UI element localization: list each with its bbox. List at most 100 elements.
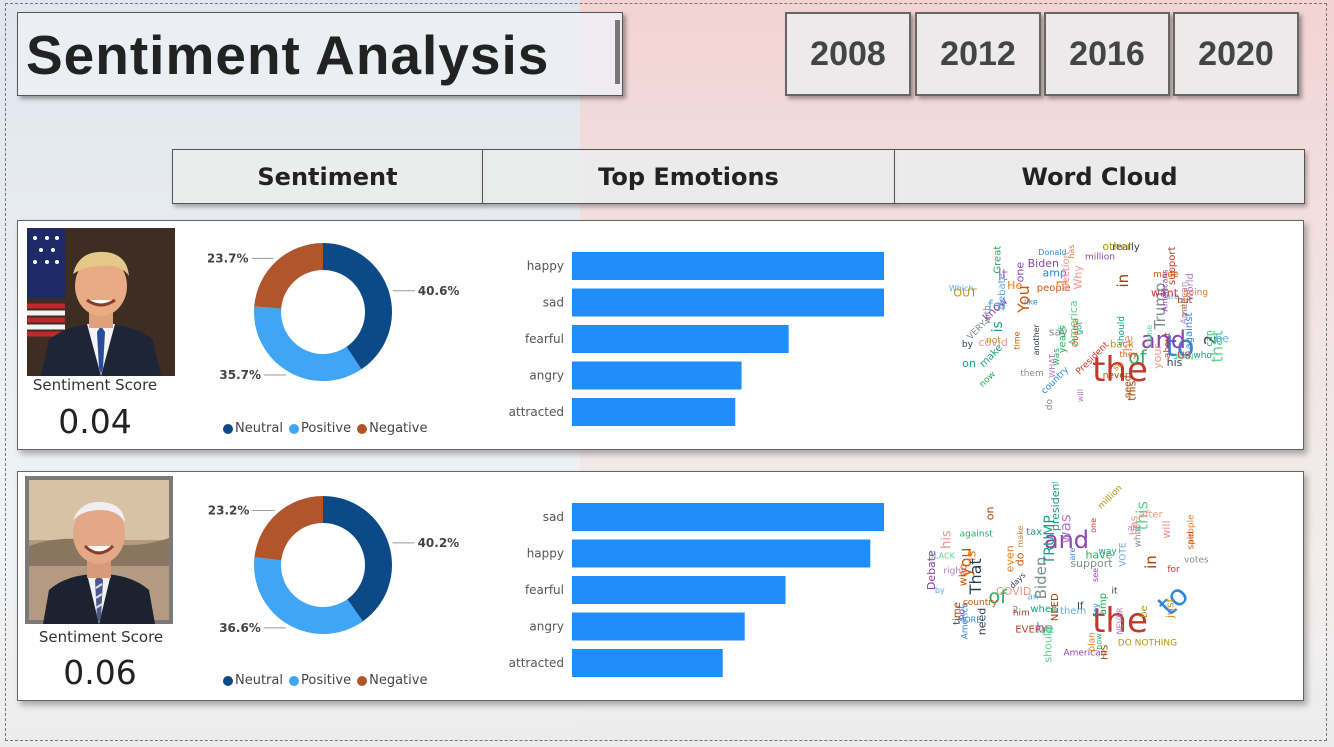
emotion-bar-chart-2: sad happy fearful angry attracted xyxy=(509,503,884,677)
word-cloud-word: for xyxy=(988,298,1007,314)
word-cloud-word: other xyxy=(1102,240,1132,253)
word-cloud-word: be xyxy=(1139,605,1150,618)
year-button-2008[interactable]: 2008 xyxy=(785,12,911,96)
bar-category-label: fearful xyxy=(525,583,564,597)
donut-slice-negative xyxy=(254,243,323,309)
legend-item-positive: Positive xyxy=(288,673,352,688)
word-cloud-word: EVERY xyxy=(1015,625,1048,636)
word-cloud-word: Biden xyxy=(1032,557,1050,600)
bar-attracted xyxy=(572,649,723,677)
bar-category-label: angry xyxy=(529,369,564,383)
word-cloud-word: an xyxy=(1027,593,1038,603)
word-cloud-word: after xyxy=(1139,510,1164,521)
title-box: Sentiment Analysis xyxy=(17,12,623,96)
candidate-photo-2 xyxy=(25,476,173,624)
word-cloud-word: it xyxy=(998,266,1008,284)
word-cloud-word: Obama xyxy=(1071,318,1080,347)
candidate-photo-1 xyxy=(27,228,175,376)
sentiment-score-label-1: Sentiment Score xyxy=(32,376,158,394)
word-cloud-word: even xyxy=(1003,545,1016,572)
word-cloud-word: another xyxy=(1032,323,1041,355)
word-cloud-word: world xyxy=(1185,273,1196,301)
column-header-sentiment: Sentiment xyxy=(172,149,483,204)
year-button-2020[interactable]: 2020 xyxy=(1173,12,1299,96)
word-cloud-word: on xyxy=(962,357,976,370)
word-cloud-word: amp xyxy=(1098,593,1109,615)
legend-label-neutral: Neutral xyxy=(235,673,283,688)
word-cloud-word: same xyxy=(1145,325,1154,347)
word-cloud-word: TRUMP xyxy=(1042,515,1058,565)
word-cloud-word: he xyxy=(1122,335,1137,351)
word-cloud-word: HIS xyxy=(1101,644,1111,659)
word-cloud-word: time xyxy=(952,602,963,625)
bar-category-label: sad xyxy=(543,296,564,310)
word-cloud-word: who xyxy=(1193,351,1212,361)
word-cloud-word: against xyxy=(960,530,994,540)
word-cloud-word: Debate xyxy=(997,273,1008,309)
bar-category-label: sad xyxy=(543,510,564,524)
word-cloud-word: this xyxy=(1133,501,1152,530)
word-cloud-word: will xyxy=(1160,520,1173,538)
donut-value-label: 23.2% xyxy=(208,504,249,518)
word-cloud-word: is xyxy=(990,321,1006,332)
word-cloud-word: Trump xyxy=(1151,283,1169,331)
word-cloud-word: American xyxy=(1063,649,1106,659)
word-cloud-word: 1 xyxy=(1055,278,1070,286)
year-button-2016[interactable]: 2016 xyxy=(1044,12,1170,96)
word-cloud-word: back xyxy=(1110,339,1134,350)
word-cloud-word: your xyxy=(1151,344,1164,369)
word-cloud-word: way xyxy=(1098,547,1117,557)
donut-value-label: 36.6% xyxy=(219,621,261,635)
word-cloud-word: who xyxy=(957,563,970,586)
word-cloud-word: said xyxy=(1187,531,1197,549)
word-cloud-word: going xyxy=(1183,288,1208,298)
word-cloud-word: do xyxy=(1045,398,1055,410)
bar-happy xyxy=(572,252,884,280)
bar-category-label: attracted xyxy=(509,405,564,419)
bar-fearful xyxy=(572,576,786,604)
year-button-2012[interactable]: 2012 xyxy=(915,12,1041,96)
word-cloud-word: US xyxy=(1177,350,1191,361)
legend-label-negative: Negative xyxy=(369,673,428,688)
word-cloud-word: they xyxy=(1120,350,1138,359)
candidate-panel-2: Sentiment Score 0.06 40.2% 36.6% 23.2% Neu… xyxy=(17,471,1304,701)
word-cloud-word: not xyxy=(957,605,967,620)
bar-sad xyxy=(572,288,884,317)
word-cloud-word: America xyxy=(961,602,971,639)
word-cloud-word: Great xyxy=(992,246,1003,274)
donut-value-label: 23.7% xyxy=(208,251,249,265)
word-cloud-word: about xyxy=(1163,332,1173,358)
word-cloud-word: Biden xyxy=(1028,257,1059,270)
emotion-bar-chart-1: happy sad fearful angry attracted xyxy=(509,252,884,426)
word-cloud-word: really xyxy=(1112,242,1140,253)
word-cloud-word: right xyxy=(943,566,965,576)
word-cloud-word: them xyxy=(1060,606,1086,617)
legend-item-positive: Positive xyxy=(288,421,351,436)
sentiment-donut-chart-1: 40.6% 35.7% 23.7% xyxy=(208,243,459,382)
word-cloud-word: them xyxy=(1020,369,1044,379)
word-cloud-word: MORE xyxy=(957,616,981,625)
donut-slice-positive xyxy=(254,306,362,381)
word-cloud-word: COVID xyxy=(996,585,1031,598)
word-cloud-word: tax xyxy=(1026,527,1042,538)
donut-slice-neutral xyxy=(323,243,393,370)
word-cloud-word: DO NOTHING xyxy=(1118,639,1177,649)
word-cloud-word: is xyxy=(965,550,980,561)
word-cloud-word: has xyxy=(1128,515,1141,535)
word-cloud-word: now xyxy=(1095,633,1104,650)
word-cloud-word: Debate xyxy=(925,550,938,590)
word-cloud-word: got xyxy=(1075,322,1084,335)
word-cloud-word: of xyxy=(989,586,1009,608)
legend-item-neutral: Neutral xyxy=(223,421,283,436)
word-cloud-word: made xyxy=(1153,270,1179,280)
legend-label-positive: Positive xyxy=(300,673,352,688)
candidate-panel-1: Sentiment Score 0.04 40.6% 35.7% 23.7% Neu… xyxy=(17,220,1304,450)
bar-happy xyxy=(572,539,871,568)
word-cloud-word: on xyxy=(984,506,997,520)
dashboard-frame xyxy=(5,3,1327,741)
word-cloud-word: the xyxy=(1092,601,1148,641)
word-cloud-word: BLACK xyxy=(929,552,956,561)
word-cloud-word: when xyxy=(1030,604,1057,615)
word-cloud-word: support xyxy=(1167,246,1178,284)
